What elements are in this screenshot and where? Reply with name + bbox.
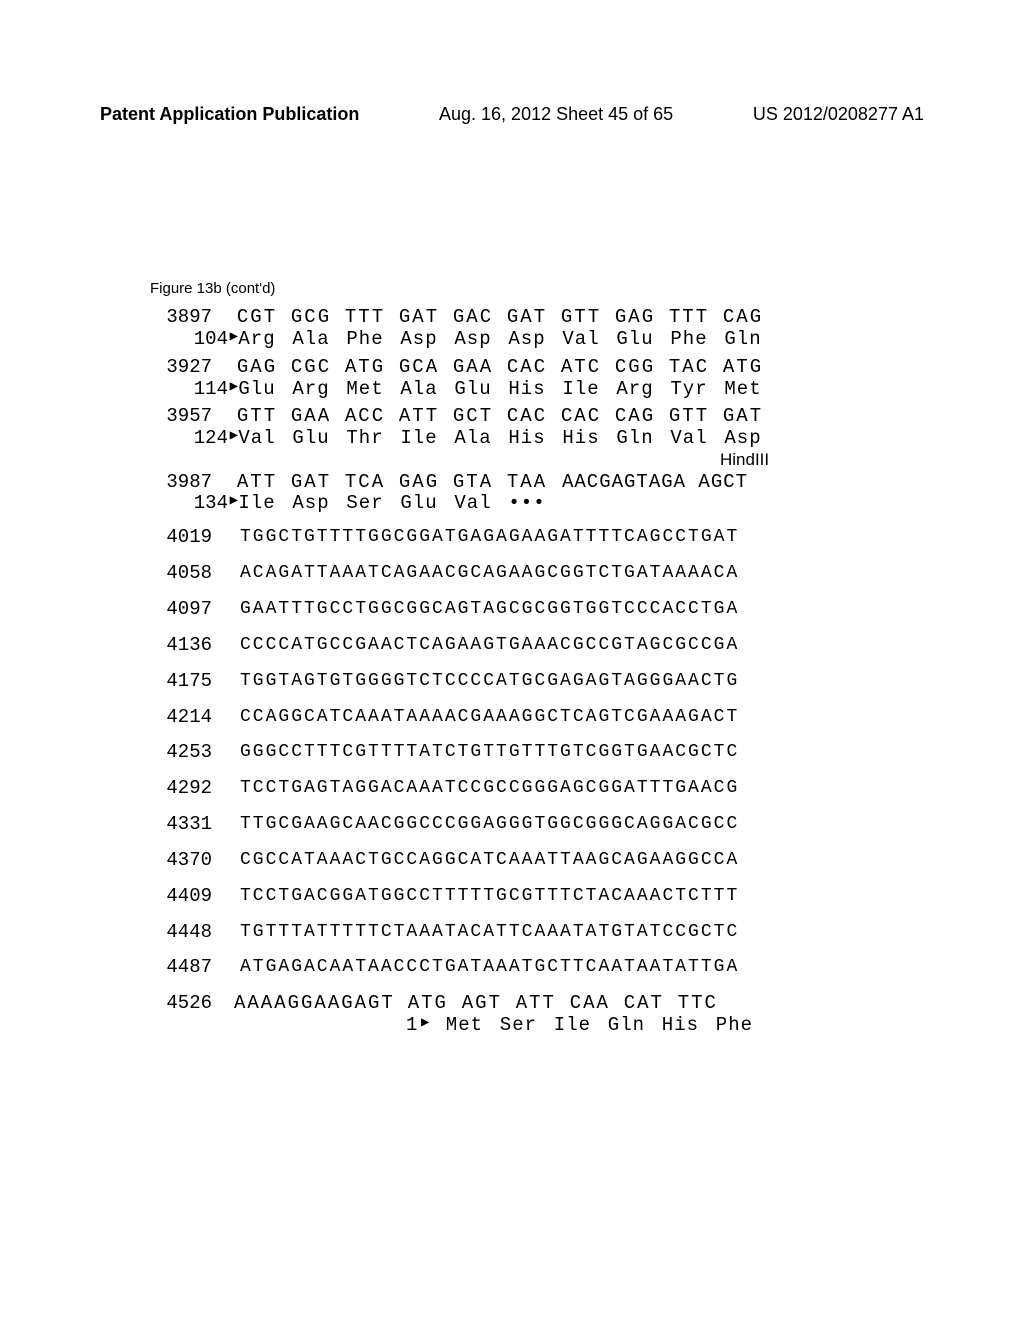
aa-row: 134▶ Ile Asp Ser Glu Val ••• (150, 493, 904, 515)
arrow-icon: ▶ (230, 493, 238, 509)
codon-block-0: 3897 CGT GCG TTT GAT GAC GAT GTT GAG TTT… (150, 307, 904, 351)
nuc-pos: 3987 (150, 472, 212, 494)
codon-block-1: 3927 GAG CGC ATG GCA GAA CAC ATC CGG TAC… (150, 357, 904, 401)
nuc-pos: 3897 (150, 307, 212, 329)
arrow-icon: ▶ (230, 329, 238, 345)
aa-list: Ile Asp Ser Glu Val ••• (230, 493, 554, 515)
long-seq-row: 4175 TGGTAGTGTGGGGTCTCCCCATGCGAGAGTAGGGAA… (150, 671, 904, 693)
long-seq-pos: 4487 (150, 957, 212, 979)
codons: ATT GAT TCA GAG GTA TAA (230, 472, 554, 494)
nuc-row: 3897 CGT GCG TTT GAT GAC GAT GTT GAG TTT… (150, 307, 904, 329)
long-seq-pos: 4097 (150, 599, 212, 621)
sequence-block: 3897 CGT GCG TTT GAT GAC GAT GTT GAG TTT… (150, 307, 904, 1037)
arrow-icon: ▶ (421, 1015, 429, 1031)
long-seq-pos: 4019 (150, 527, 212, 549)
codons: GAG CGC ATG GCA GAA CAC ATC CGG TAC ATG (230, 357, 770, 379)
long-seq-pos: 4136 (150, 635, 212, 657)
header-left: Patent Application Publication (100, 104, 359, 125)
final-codons: ATG AGT ATT CAA CAT TTC (401, 993, 725, 1015)
patent-header: Patent Application Publication Aug. 16, … (0, 104, 1024, 125)
long-seq-text: CCAGGCATCAAATAAAACGAAAGGCTCAGTCGAAAGACT (240, 707, 739, 729)
long-seq-text: CCCCATGCCGAACTCAGAAGTGAAACGCCGTAGCGCCGA (240, 635, 739, 657)
header-right: US 2012/0208277 A1 (753, 104, 924, 125)
long-seq-row: 4370 CGCCATAAACTGCCAGGCATCAAATTAAGCAGAAGG… (150, 850, 904, 872)
aa-row: 104▶ Arg Ala Phe Asp Asp Asp Val Glu Phe… (150, 329, 904, 351)
long-seq-text: TCCTGAGTAGGACAAATCCGCCGGGAGCGGATTTGAACG (240, 778, 739, 800)
aa-pos: 1▶ (406, 1015, 417, 1037)
aa-list: Arg Ala Phe Asp Asp Asp Val Glu Phe Gln (230, 329, 770, 351)
nuc-pos: 4526 (150, 993, 212, 1015)
long-seq-text: TGGCTGTTTTGGCGGATGAGAGAAGATTTTCAGCCTGAT (240, 527, 739, 549)
long-seq-pos: 4409 (150, 886, 212, 908)
codon-block-partial: 3987 ATT GAT TCA GAG GTA TAA AACGAGTAGA … (150, 472, 904, 516)
long-seq-row: 4448 TGTTTATTTTTCTAAATACATTCAAATATGTATCCG… (150, 922, 904, 944)
long-seq-row: 4253 GGGCCTTTCGTTTTATCTGTTGTTTGTCGGTGAACG… (150, 742, 904, 764)
long-seq-pos: 4370 (150, 850, 212, 872)
long-seq-pos: 4292 (150, 778, 212, 800)
nuc-row: 3987 ATT GAT TCA GAG GTA TAA AACGAGTAGA … (150, 472, 904, 494)
codons: GTT GAA ACC ATT GCT CAC CAC CAG GTT GAT (230, 406, 770, 428)
long-seq-row: 4409 TCCTGACGGATGGCCTTTTTGCGTTTCTACAAACTC… (150, 886, 904, 908)
long-seq-text: ATGAGACAATAACCCTGATAAATGCTTCAATAATATTGA (240, 957, 739, 979)
aa-pos: 104▶ (150, 329, 228, 351)
long-seq-pos: 4214 (150, 707, 212, 729)
codon-block-2: 3957 GTT GAA ACC ATT GCT CAC CAC CAG GTT… (150, 406, 904, 450)
header-center: Aug. 16, 2012 Sheet 45 of 65 (439, 104, 673, 125)
codons: CGT GCG TTT GAT GAC GAT GTT GAG TTT CAG (230, 307, 770, 329)
arrow-icon: ▶ (230, 379, 238, 395)
long-seq-text: ACAGATTAAATCAGAACGCAGAAGCGGTCTGATAAAACA (240, 563, 739, 585)
long-seq-row: 4487 ATGAGACAATAACCCTGATAAATGCTTCAATAATAT… (150, 957, 904, 979)
long-seq-row: 4214 CCAGGCATCAAATAAAACGAAAGGCTCAGTCGAAAG… (150, 707, 904, 729)
arrow-icon: ▶ (230, 428, 238, 444)
aa-row: 124▶ Val Glu Thr Ile Ala His His Gln Val… (150, 428, 904, 450)
final-aa-row: 1▶ Met Ser Ile Gln His Phe (406, 1015, 904, 1037)
long-seq-row: 4058 ACAGATTAAATCAGAACGCAGAAGCGGTCTGATAAA… (150, 563, 904, 585)
long-seq-text: GGGCCTTTCGTTTTATCTGTTGTTTGTCGGTGAACGCTC (240, 742, 739, 764)
long-seq-text: TGGTAGTGTGGGGTCTCCCCATGCGAGAGTAGGGAACTG (240, 671, 739, 693)
aa-list: Glu Arg Met Ala Glu His Ile Arg Tyr Met (230, 379, 770, 401)
nuc-pos: 3927 (150, 357, 212, 379)
long-seq-text: TTGCGAAGCAACGGCCCGGAGGGTGGCGGGCAGGACGCC (240, 814, 739, 836)
nuc-pos: 3957 (150, 406, 212, 428)
long-seq-row: 4331 TTGCGAAGCAACGGCCCGGAGGGTGGCGGGCAGGAC… (150, 814, 904, 836)
long-seq-text: GAATTTGCCTGGCGGCAGTAGCGCGGTGGTCCCACCTGA (240, 599, 739, 621)
sequence-content: Figure 13b (cont'd) 3897 CGT GCG TTT GAT… (150, 280, 904, 1037)
long-seq-text: TGTTTATTTTTCTAAATACATTCAAATATGTATCCGCTC (240, 922, 739, 944)
final-nuc-row: 4526 AAAAGGAAGAGT ATG AGT ATT CAA CAT TT… (150, 993, 904, 1015)
long-seq-text: CGCCATAAACTGCCAGGCATCAAATTAAGCAGAAGGCCA (240, 850, 739, 872)
long-seq-pos: 4448 (150, 922, 212, 944)
tail-sequence: AACGAGTAGA AGCT (562, 472, 748, 494)
long-seq-pos: 4058 (150, 563, 212, 585)
aa-pos: 124▶ (150, 428, 228, 450)
long-seq-row: 4097 GAATTTGCCTGGCGGCAGTAGCGCGGTGGTCCCACC… (150, 599, 904, 621)
long-seq-pos: 4175 (150, 671, 212, 693)
nuc-row: 3927 GAG CGC ATG GCA GAA CAC ATC CGG TAC… (150, 357, 904, 379)
nuc-row: 3957 GTT GAA ACC ATT GCT CAC CAC CAG GTT… (150, 406, 904, 428)
aa-pos: 134▶ (150, 493, 228, 515)
long-seq-text: TCCTGACGGATGGCCTTTTTGCGTTTCTACAAACTCTTT (240, 886, 739, 908)
long-seq-pos: 4331 (150, 814, 212, 836)
restriction-site-annotation: HindIII (720, 450, 904, 470)
figure-title: Figure 13b (cont'd) (150, 280, 904, 297)
aa-pos: 114▶ (150, 379, 228, 401)
long-seq-row: 4019 TGGCTGTTTTGGCGGATGAGAGAAGATTTTCAGCCT… (150, 527, 904, 549)
long-seq-row: 4292 TCCTGAGTAGGACAAATCCGCCGGGAGCGGATTTGA… (150, 778, 904, 800)
final-prefix: AAAAGGAAGAGT (234, 993, 395, 1015)
aa-row: 114▶ Glu Arg Met Ala Glu His Ile Arg Tyr… (150, 379, 904, 401)
aa-list: Val Glu Thr Ile Ala His His Gln Val Asp (230, 428, 770, 450)
long-sequences: 4019 TGGCTGTTTTGGCGGATGAGAGAAGATTTTCAGCCT… (150, 527, 904, 979)
long-seq-pos: 4253 (150, 742, 212, 764)
aa-list: Met Ser Ile Gln His Phe (437, 1015, 761, 1037)
long-seq-row: 4136 CCCCATGCCGAACTCAGAAGTGAAACGCCGTAGCGC… (150, 635, 904, 657)
